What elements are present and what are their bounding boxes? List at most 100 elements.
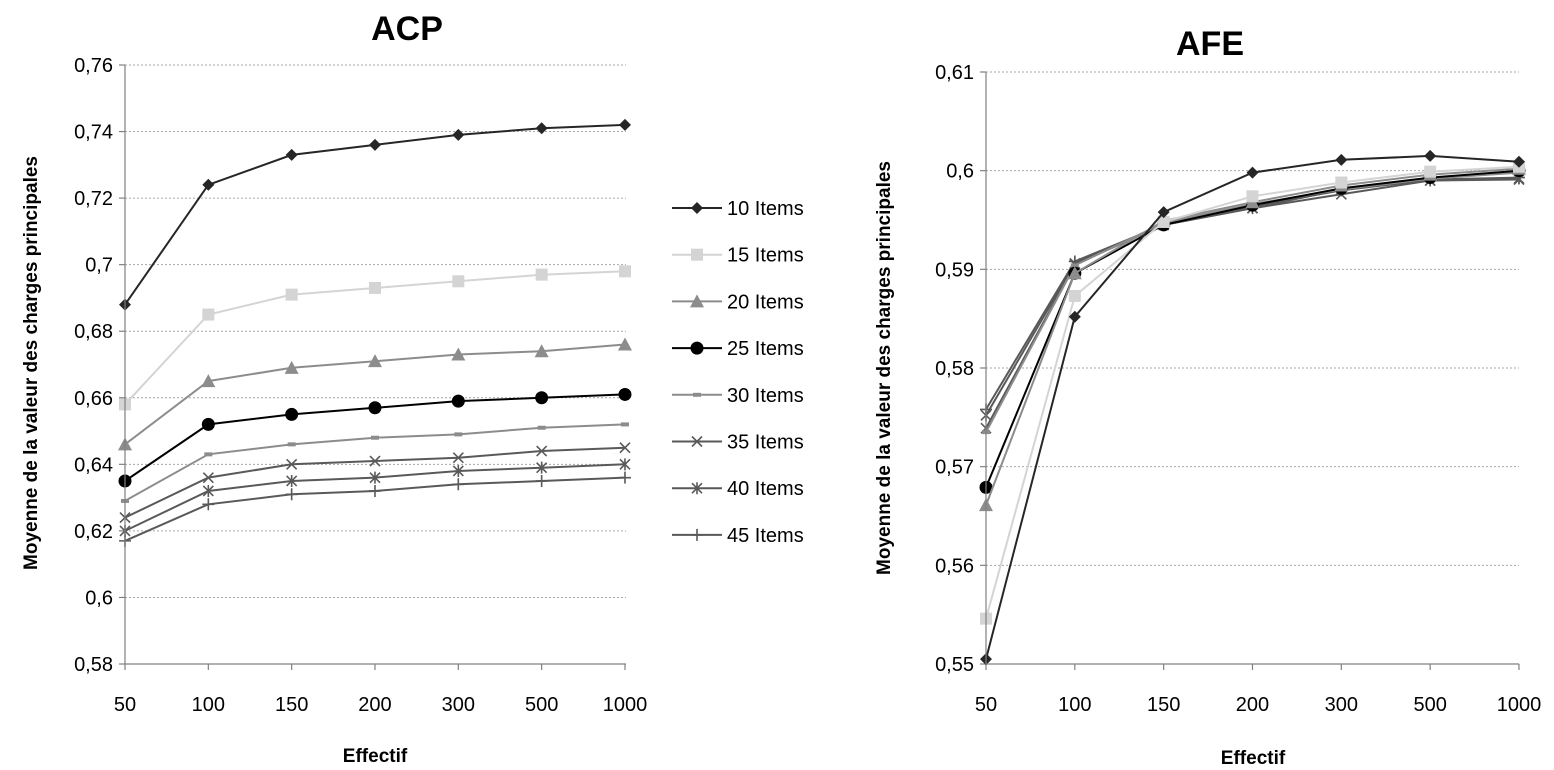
y-tick-label: 0,58 — [74, 654, 113, 676]
legend-marker — [691, 248, 703, 261]
acp-y-axis-label: Moyenne de la valeur des charges princip… — [21, 156, 42, 570]
x-tick-label: 50 — [975, 694, 997, 716]
data-point — [617, 337, 632, 351]
legend-item: 35 Items — [672, 432, 804, 454]
data-point — [1335, 176, 1348, 189]
data-point — [1070, 263, 1079, 268]
data-point — [1424, 149, 1437, 162]
acp-x-axis-label: Effectif — [343, 746, 408, 767]
data-point — [534, 344, 549, 358]
data-point — [1067, 266, 1082, 280]
data-point — [536, 461, 548, 474]
data-point — [1512, 155, 1525, 168]
data-point — [369, 471, 381, 484]
y-tick-label: 0,58 — [935, 358, 974, 380]
y-tick-label: 0,6 — [946, 161, 974, 183]
series-line — [985, 154, 1520, 660]
legend-marker — [691, 482, 703, 495]
data-point — [285, 148, 298, 161]
x-tick-label: 100 — [192, 694, 225, 716]
legend-marker — [691, 435, 703, 448]
x-tick-label: 300 — [442, 694, 475, 716]
legend: 10 Items 15 Items 20 Items 25 Items 30 Items… — [672, 198, 804, 547]
series-15-items — [980, 160, 1525, 625]
data-point — [285, 488, 298, 501]
data-point — [535, 122, 548, 135]
x-tick-label: 200 — [358, 694, 391, 716]
y-tick-label: 0,76 — [74, 55, 113, 77]
x-tick-label: 150 — [275, 694, 308, 716]
x-tick-label: 100 — [1058, 694, 1091, 716]
afe-chart: AFE Moyenne de la valeur des charges pri… — [874, 25, 1541, 769]
data-point — [370, 435, 379, 440]
data-point — [620, 422, 629, 427]
legend-item: 20 Items — [672, 291, 804, 313]
y-tick-label: 0,59 — [935, 259, 974, 281]
legend-item: 45 Items — [672, 525, 804, 547]
y-tick-label: 0,66 — [74, 388, 113, 410]
x-tick-label: 1000 — [1497, 694, 1542, 716]
x-tick-label: 500 — [1413, 694, 1446, 716]
y-tick-label: 0,68 — [74, 321, 113, 343]
afe-y-tick-labels: 0,55 0,56 0,57 0,58 0,59 0,6 0,61 — [935, 62, 986, 676]
data-point — [287, 442, 296, 447]
data-point — [368, 281, 381, 294]
legend-item: 40 Items — [672, 478, 804, 500]
y-tick-label: 0,62 — [74, 521, 113, 543]
legend-marker — [690, 294, 704, 308]
data-point — [285, 407, 299, 421]
data-point — [1424, 165, 1437, 178]
x-tick-label: 500 — [525, 694, 558, 716]
acp-y-tick-labels: 0,58 0,6 0,62 0,64 0,66 0,68 0,7 0,72 0,74 0,76 — [74, 55, 125, 676]
y-tick-label: 0,55 — [935, 654, 974, 676]
data-point — [286, 474, 298, 487]
legend-marker — [693, 392, 701, 397]
afe-gridlines — [986, 71, 1519, 566]
afe-series-layer — [979, 149, 1526, 666]
y-tick-label: 0,61 — [935, 62, 974, 84]
data-point — [284, 360, 299, 374]
y-tick-label: 0,6 — [85, 587, 113, 609]
y-tick-label: 0,64 — [74, 454, 113, 476]
data-point — [201, 374, 216, 388]
data-point — [368, 138, 381, 151]
series-line — [124, 123, 626, 306]
data-point — [1068, 310, 1081, 323]
y-tick-label: 0,72 — [74, 188, 113, 210]
data-point — [618, 118, 631, 131]
data-point — [202, 498, 215, 511]
data-point — [535, 268, 548, 281]
series-15-items — [119, 265, 631, 411]
data-point — [202, 178, 215, 191]
y-tick-label: 0,57 — [935, 457, 974, 479]
data-point — [618, 265, 631, 278]
data-point — [204, 452, 213, 457]
legend-label: 35 Items — [727, 432, 804, 454]
legend-label: 15 Items — [727, 245, 804, 267]
data-point — [454, 432, 463, 437]
acp-chart: ACP Moyenne de la valeur des charges pri… — [21, 10, 647, 767]
x-tick-label: 150 — [1147, 694, 1180, 716]
legend-label: 45 Items — [727, 525, 804, 547]
data-point — [369, 455, 381, 467]
data-point — [618, 387, 632, 401]
x-tick-label: 50 — [114, 694, 136, 716]
data-point — [202, 484, 214, 497]
data-point — [1157, 215, 1170, 228]
data-point — [201, 417, 215, 431]
afe-chart-title: AFE — [1176, 25, 1244, 63]
data-point — [1246, 190, 1259, 203]
series-20-items — [118, 337, 632, 451]
legend-item: 10 Items — [672, 198, 804, 220]
data-point — [285, 288, 298, 301]
series-40-items — [119, 458, 631, 537]
series-10-items — [119, 118, 631, 311]
data-point — [1335, 153, 1348, 166]
legend-marker — [691, 202, 703, 214]
legend-label: 30 Items — [727, 385, 804, 407]
data-point — [452, 478, 465, 491]
series-line — [985, 178, 1520, 429]
legend-item: 30 Items — [672, 385, 804, 407]
data-point — [1157, 206, 1170, 219]
